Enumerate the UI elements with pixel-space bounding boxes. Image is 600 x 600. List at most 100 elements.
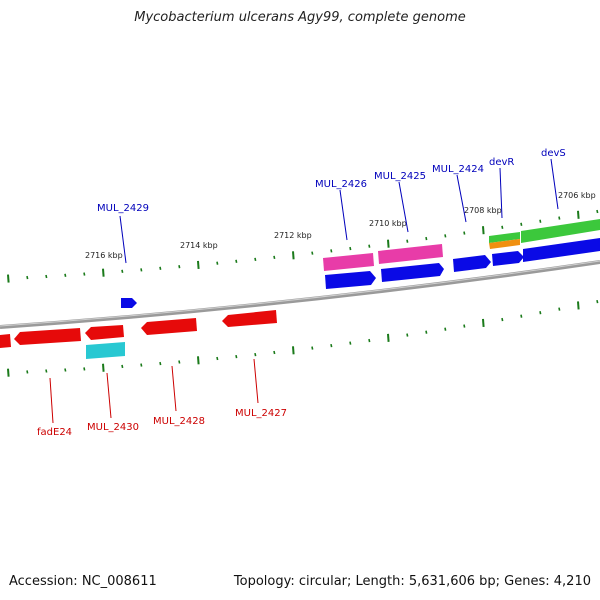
outer-tick xyxy=(102,268,105,277)
gene-arrow-mul-2425-pink[interactable] xyxy=(378,244,443,264)
outer-tick xyxy=(596,209,599,214)
outer-tick xyxy=(387,239,390,248)
outer-tick xyxy=(520,222,523,226)
inner-tick xyxy=(349,341,352,345)
outer-tick xyxy=(159,266,162,270)
gene-arrow-devr-green[interactable] xyxy=(489,232,520,243)
map-title: Mycobacterium ulcerans Agy99, complete g… xyxy=(134,10,466,25)
gene-label-mul-2429[interactable]: MUL_2429 xyxy=(97,203,149,214)
kbp-label-2706: 2706 kbp xyxy=(558,191,596,200)
outer-tick xyxy=(577,210,580,219)
outer-tick xyxy=(444,234,447,238)
gene-label-mul-2427[interactable]: MUL_2427 xyxy=(235,408,287,419)
kbp-label-2712: 2712 kbp xyxy=(274,231,312,240)
outer-tick xyxy=(7,274,10,283)
outer-tick xyxy=(425,236,428,241)
leader-mul-2429 xyxy=(119,215,127,264)
inner-tick xyxy=(178,360,181,364)
inner-tick xyxy=(121,364,124,369)
inner-tick xyxy=(83,367,86,371)
gene-label-fade24[interactable]: fadE24 xyxy=(37,427,72,438)
gene-label-devs[interactable]: devS xyxy=(541,148,566,159)
leader-mul-2425 xyxy=(398,181,409,233)
inner-tick xyxy=(520,314,523,318)
inner-tick xyxy=(444,327,447,331)
leader-mul-2428 xyxy=(171,365,177,412)
inner-tick xyxy=(254,352,257,357)
inner-tick xyxy=(26,370,29,374)
outer-tick xyxy=(558,216,561,220)
inner-tick xyxy=(311,346,314,350)
inner-tick xyxy=(539,311,542,315)
gene-arrow-mul-2425-blue[interactable] xyxy=(381,263,444,282)
gene-arrow-mul-2428[interactable] xyxy=(141,318,197,335)
outer-tick xyxy=(121,269,124,273)
gene-label-mul-2426[interactable]: MUL_2426 xyxy=(315,179,367,190)
inner-tick xyxy=(425,330,428,334)
inner-tick xyxy=(330,343,333,348)
gene-label-mul-2425[interactable]: MUL_2425 xyxy=(374,171,426,182)
gene-label-devr[interactable]: devR xyxy=(489,157,514,168)
inner-tick xyxy=(596,299,599,304)
inner-tick xyxy=(64,368,67,372)
gene-arrow-devs-blue[interactable] xyxy=(523,238,600,262)
kbp-label-2714: 2714 kbp xyxy=(180,241,218,250)
gene-arrow-fade24[interactable] xyxy=(14,328,81,345)
outer-tick xyxy=(216,261,219,265)
inner-tick xyxy=(197,356,200,365)
outer-tick xyxy=(539,219,542,223)
inner-tick xyxy=(7,368,10,377)
inner-tick xyxy=(463,324,466,328)
reverse-strand-genes xyxy=(0,310,277,359)
inner-tick xyxy=(140,363,143,367)
outer-tick xyxy=(26,275,29,280)
inner-tick xyxy=(273,350,276,355)
outer-tick xyxy=(463,231,466,235)
outer-tick xyxy=(349,246,352,251)
inner-tick xyxy=(501,317,504,322)
kbp-label-2708: 2708 kbp xyxy=(464,206,502,215)
gene-arrow-devs-green[interactable] xyxy=(521,219,600,243)
gene-arrow-mul-2429[interactable] xyxy=(121,298,137,308)
outer-tick xyxy=(501,225,504,229)
outer-tick xyxy=(197,260,200,270)
kbp-label-2716: 2716 kbp xyxy=(85,251,123,260)
inner-tick xyxy=(216,356,219,361)
outer-tick xyxy=(273,255,276,260)
inner-tick xyxy=(368,338,371,343)
leader-mul-2426 xyxy=(339,189,348,241)
leader-devr xyxy=(499,167,503,219)
outer-tick xyxy=(292,251,295,260)
inner-tick xyxy=(482,318,485,327)
outer-tick xyxy=(83,272,86,276)
outer-tick xyxy=(64,273,67,277)
gene-arrow-devr-orange[interactable] xyxy=(489,239,520,249)
outer-tick xyxy=(254,257,257,262)
gene-label-mul-2424[interactable]: MUL_2424 xyxy=(432,164,484,175)
outer-tick xyxy=(406,239,409,243)
gene-label-mul-2430[interactable]: MUL_2430 xyxy=(87,422,139,433)
outer-tick xyxy=(330,249,333,253)
inner-tick xyxy=(159,361,162,366)
inner-tick xyxy=(387,333,390,342)
gene-arrow-mul-2426-pink[interactable] xyxy=(323,253,374,271)
gene-arrow-left-edge[interactable] xyxy=(0,334,11,348)
gene-arrow-devr-blue[interactable] xyxy=(492,251,524,266)
gene-arrow-mul-2426-blue[interactable] xyxy=(325,271,376,289)
gene-arrow-mul-2430-cyan[interactable] xyxy=(86,342,125,359)
outer-tick xyxy=(178,265,181,269)
gene-arrow-mul-2424[interactable] xyxy=(453,255,491,272)
outer-tick xyxy=(482,226,485,235)
outer-tick xyxy=(45,274,48,279)
gene-label-mul-2428[interactable]: MUL_2428 xyxy=(153,416,205,427)
kbp-label-2710: 2710 kbp xyxy=(369,219,407,228)
accession-text: Accession: NC_008611 xyxy=(9,574,157,589)
genome-summary-text: Topology: circular; Length: 5,631,606 bp… xyxy=(233,574,591,589)
gene-arrow-mul-2427[interactable] xyxy=(222,310,277,327)
outer-tick xyxy=(368,244,371,248)
gene-arrow-mul-2430[interactable] xyxy=(85,325,124,340)
inner-tick xyxy=(102,363,105,372)
outer-ticks xyxy=(7,209,599,283)
leader-mul-2424 xyxy=(456,174,467,223)
